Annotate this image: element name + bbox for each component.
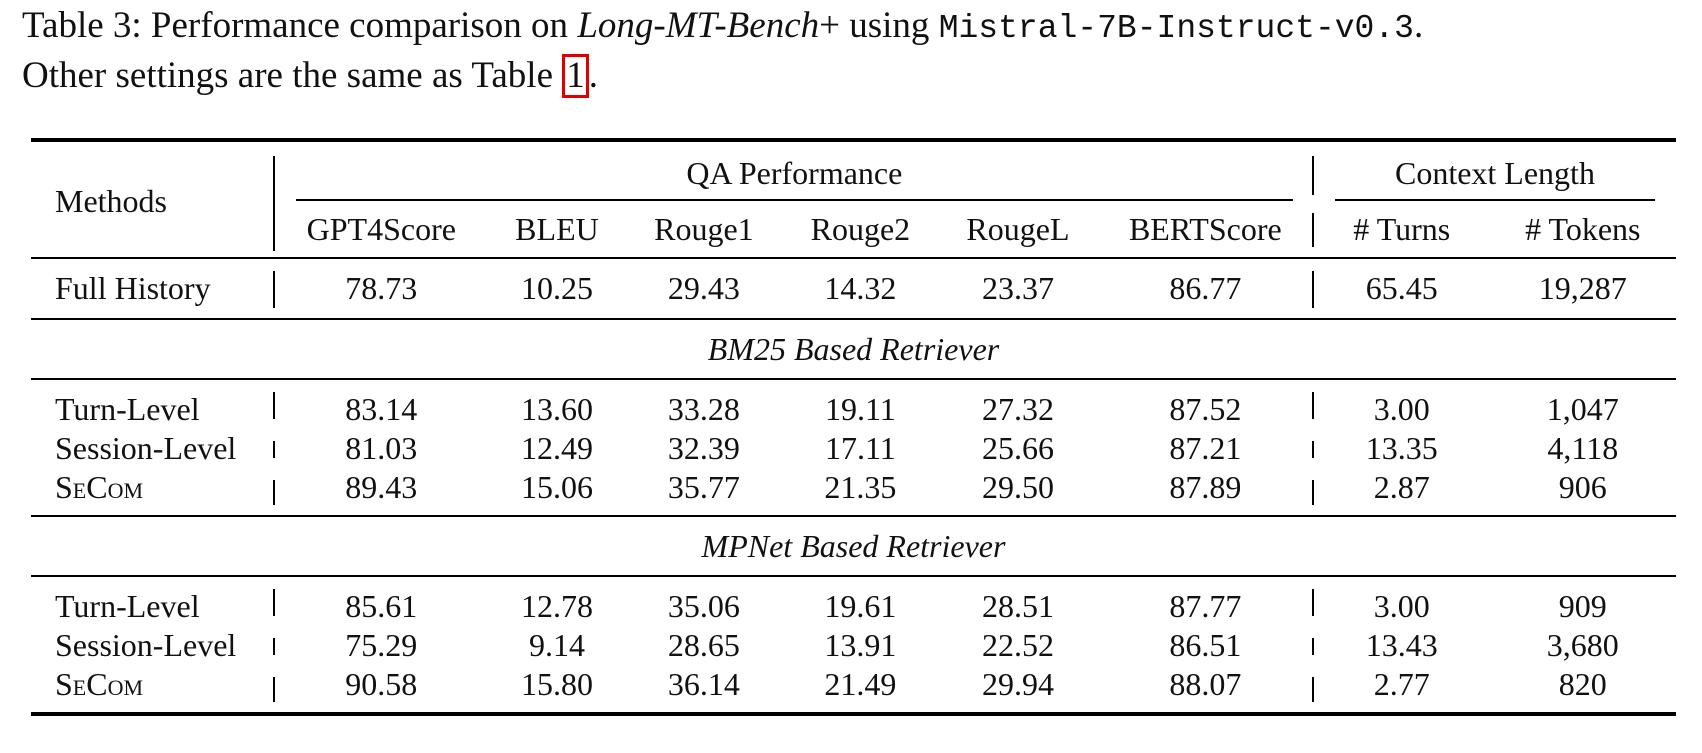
caption-line-2: Other settings are the same as Table 1. (22, 52, 1697, 99)
value-cell: 13.91 (824, 627, 897, 663)
table-caption: Table 3: Performance comparison on Long-… (22, 2, 1697, 99)
col-header-bertscore: BERTScore (1097, 201, 1315, 258)
value-cell: 23.37 (939, 257, 1097, 319)
value-cell: 65.45 (1313, 257, 1490, 319)
value-cell: 33.28 (626, 378, 782, 429)
header-row-1: Methods QA Performance Context Length (31, 138, 1676, 258)
col-header-rougel: RougeL (966, 210, 1070, 247)
table-row: Turn-Level 85.61 12.78 35.06 19.61 28.51… (31, 575, 1676, 626)
context-length-header: Context Length (1313, 138, 1676, 203)
value-cell: 29.50 (981, 469, 1054, 505)
col-header-rouge2: Rouge2 (810, 210, 911, 247)
section-title: BM25 Based Retriever (31, 318, 1676, 379)
value-cell: 17.11 (824, 430, 896, 466)
value-cell: 13.60 (487, 378, 627, 429)
value-cell: 3,680 (1546, 627, 1619, 663)
benchmark-name: Long-MT-Bench (577, 5, 820, 46)
header-row-2: GPT4Score BLEU Rouge1 Rouge2 RougeL BERT… (31, 201, 1676, 258)
method-cell: Turn-Level (31, 575, 275, 626)
table-row: Session-Level 75.29 9.14 28.65 13.91 22.… (31, 626, 1676, 665)
value-cell: 25.66 (981, 430, 1054, 466)
col-header-rouge1: Rouge1 (654, 210, 754, 247)
model-name: Mistral-7B-Instruct-v0.3 (938, 10, 1414, 47)
value-cell: 28.51 (939, 575, 1097, 626)
value-cell: 75.29 (345, 627, 418, 663)
caption-line-1: Table 3: Performance comparison on Long-… (22, 2, 1697, 52)
value-cell: 12.78 (487, 575, 627, 626)
value-cell: 3.00 (1313, 575, 1490, 626)
value-cell: 36.14 (626, 665, 782, 716)
value-cell: 35.77 (667, 469, 740, 505)
value-cell: 13.43 (1365, 627, 1438, 663)
value-cell: 2.77 (1313, 665, 1490, 716)
value-cell: 15.80 (487, 665, 627, 716)
value-cell: 87.89 (1097, 468, 1315, 516)
value-cell: 909 (1489, 575, 1676, 626)
col-header-bleu: BLEU (515, 210, 599, 247)
value-cell: 86.77 (1096, 257, 1315, 319)
section-header-row: MPNet Based Retriever (31, 515, 1676, 576)
results-table: Methods QA Performance Context Length GP… (31, 138, 1676, 716)
value-cell: 90.58 (274, 665, 488, 716)
qa-performance-header: QA Performance (274, 138, 1315, 203)
table-row: Full History 78.73 10.25 29.43 14.32 23.… (31, 257, 1676, 319)
col-header-tokens: # Tokens (1525, 210, 1641, 247)
caption-line2-suffix: . (588, 55, 598, 96)
methods-header: Methods (31, 138, 275, 258)
value-cell: 9.14 (528, 627, 585, 663)
value-cell: 81.03 (345, 430, 418, 466)
value-cell: 820 (1489, 665, 1676, 716)
value-cell: 27.32 (939, 378, 1097, 429)
value-cell: 4,118 (1547, 430, 1619, 466)
table-reference-link[interactable]: 1 (562, 54, 589, 98)
value-cell: 19,287 (1489, 257, 1676, 319)
value-cell: 32.39 (667, 430, 740, 466)
caption-line2-prefix: Other settings are the same as Table (22, 55, 563, 96)
value-cell: 85.61 (274, 575, 488, 626)
value-cell: 21.35 (824, 469, 897, 505)
value-cell: 22.52 (981, 627, 1054, 663)
value-cell: 19.11 (781, 378, 940, 429)
method-cell: Session-Level (31, 429, 275, 468)
value-cell: 2.87 (1373, 469, 1430, 505)
value-cell: 35.06 (626, 575, 782, 626)
value-cell: 89.43 (345, 469, 418, 505)
value-cell: 78.73 (274, 257, 488, 319)
value-cell: 88.07 (1096, 665, 1315, 716)
table-row: SeCom 90.58 15.80 36.14 21.49 29.94 88.0… (31, 665, 1676, 716)
value-cell: 87.21 (1097, 429, 1315, 468)
method-cell: Full History (31, 257, 275, 319)
value-cell: 87.52 (1096, 378, 1315, 429)
section-title: MPNet Based Retriever (31, 515, 1676, 576)
value-cell: 86.51 (1097, 626, 1315, 665)
method-cell: Turn-Level (31, 378, 275, 429)
col-header-turns: # Turns (1353, 210, 1451, 247)
value-cell: 29.43 (626, 257, 782, 319)
value-cell: 14.32 (781, 257, 940, 319)
col-header-gpt4score: GPT4Score (306, 210, 456, 247)
value-cell: 19.61 (781, 575, 940, 626)
method-cell: SeCom (31, 468, 275, 516)
value-cell: 906 (1558, 469, 1607, 505)
value-cell: 29.94 (939, 665, 1097, 716)
value-cell: 13.35 (1365, 430, 1438, 466)
value-cell: 10.25 (487, 257, 627, 319)
table-row: SeCom 89.43 15.06 35.77 21.35 29.50 87.8… (31, 468, 1676, 516)
value-cell: 21.49 (781, 665, 940, 716)
method-cell: Session-Level (31, 626, 275, 665)
table-row: Turn-Level 83.14 13.60 33.28 19.11 27.32… (31, 378, 1676, 429)
caption-plus: + using (819, 5, 939, 46)
method-cell: SeCom (31, 665, 275, 716)
caption-period: . (1413, 5, 1424, 46)
value-cell: 15.06 (520, 469, 593, 505)
section-header-row: BM25 Based Retriever (31, 318, 1676, 379)
value-cell: 12.49 (520, 430, 593, 466)
value-cell: 3.00 (1313, 378, 1490, 429)
value-cell: 83.14 (274, 378, 488, 429)
value-cell: 87.77 (1096, 575, 1315, 626)
table-row: Session-Level 81.03 12.49 32.39 17.11 25… (31, 429, 1676, 468)
value-cell: 1,047 (1489, 378, 1676, 429)
caption-prefix: Table 3: Performance comparison on (22, 5, 578, 46)
value-cell: 28.65 (667, 627, 740, 663)
